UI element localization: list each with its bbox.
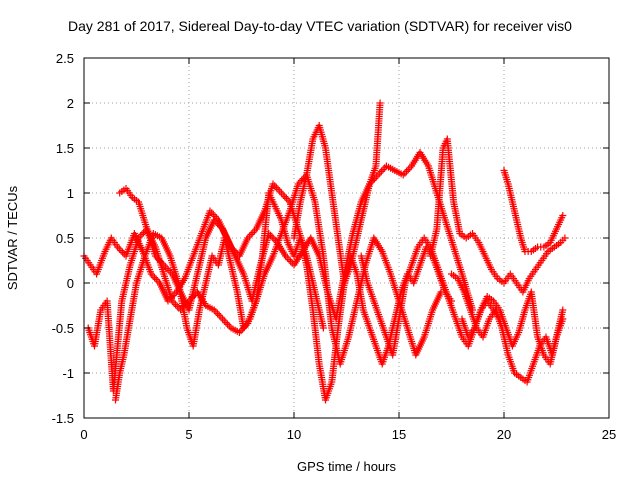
data-point bbox=[117, 247, 125, 255]
data-point bbox=[249, 229, 257, 237]
x-tick-label: 5 bbox=[185, 427, 192, 442]
data-point bbox=[220, 317, 228, 325]
data-point bbox=[173, 302, 181, 310]
x-tick-label: 20 bbox=[497, 427, 511, 442]
data-point bbox=[211, 212, 219, 220]
y-axis-label: SDTVAR / TECUs bbox=[5, 185, 20, 290]
x-tick-label: 10 bbox=[287, 427, 301, 442]
y-tick-label: 1 bbox=[67, 186, 74, 201]
y-tick-label: 2 bbox=[67, 96, 74, 111]
series-sat-e bbox=[290, 99, 384, 287]
series-sat-a bbox=[80, 149, 476, 323]
data-series bbox=[80, 99, 569, 404]
data-point bbox=[115, 245, 123, 253]
data-point bbox=[247, 230, 255, 238]
x-tick-label: 15 bbox=[392, 427, 406, 442]
data-point bbox=[559, 306, 567, 314]
y-tick-label: 0.5 bbox=[56, 231, 74, 246]
data-point bbox=[172, 301, 180, 309]
y-tick-label: 1.5 bbox=[56, 141, 74, 156]
data-point bbox=[270, 235, 278, 243]
data-point bbox=[561, 234, 569, 242]
data-point bbox=[214, 310, 222, 318]
y-tick-label: -1 bbox=[62, 366, 74, 381]
data-point bbox=[163, 265, 171, 273]
data-point bbox=[276, 187, 284, 195]
series-sat-i bbox=[500, 167, 567, 255]
y-tick-label: 0 bbox=[67, 276, 74, 291]
x-tick-label: 25 bbox=[602, 427, 616, 442]
data-point bbox=[376, 99, 384, 107]
data-point bbox=[277, 189, 285, 197]
data-point bbox=[151, 274, 159, 282]
x-axis-label: GPS time / hours bbox=[297, 459, 396, 474]
data-point bbox=[165, 266, 173, 274]
data-point bbox=[222, 319, 230, 327]
data-point bbox=[404, 166, 412, 174]
data-point bbox=[279, 191, 287, 199]
data-point bbox=[281, 193, 289, 201]
data-point bbox=[319, 324, 327, 332]
data-point bbox=[282, 194, 290, 202]
series-sat-g bbox=[427, 135, 569, 296]
series-sat-j bbox=[458, 288, 567, 368]
data-point bbox=[377, 167, 385, 175]
data-point bbox=[559, 212, 567, 219]
chart-title: Day 281 of 2017, Sidereal Day-to-day VTE… bbox=[68, 18, 572, 34]
series-sat-d bbox=[116, 180, 327, 332]
data-point bbox=[401, 169, 409, 177]
y-tick-label: 2.5 bbox=[56, 51, 74, 66]
data-point bbox=[559, 315, 567, 323]
data-point bbox=[274, 185, 282, 193]
data-point bbox=[224, 320, 232, 328]
y-tick-label: -1.5 bbox=[52, 411, 74, 426]
y-tick-label: -0.5 bbox=[52, 321, 74, 336]
data-point bbox=[138, 230, 146, 238]
data-point bbox=[272, 184, 280, 192]
data-point bbox=[152, 275, 160, 283]
x-tick-label: 0 bbox=[80, 427, 87, 442]
data-point bbox=[215, 311, 223, 319]
axis-ticks: 0 5 10 15 20 25 -1.5 -1 -0.5 0 0.5 1 1.5 2 2.5 bbox=[52, 51, 617, 442]
data-point bbox=[217, 313, 225, 321]
data-point bbox=[268, 233, 276, 241]
data-point bbox=[219, 315, 227, 323]
data-point bbox=[209, 211, 217, 219]
data-point bbox=[119, 248, 127, 256]
data-point bbox=[285, 256, 293, 264]
